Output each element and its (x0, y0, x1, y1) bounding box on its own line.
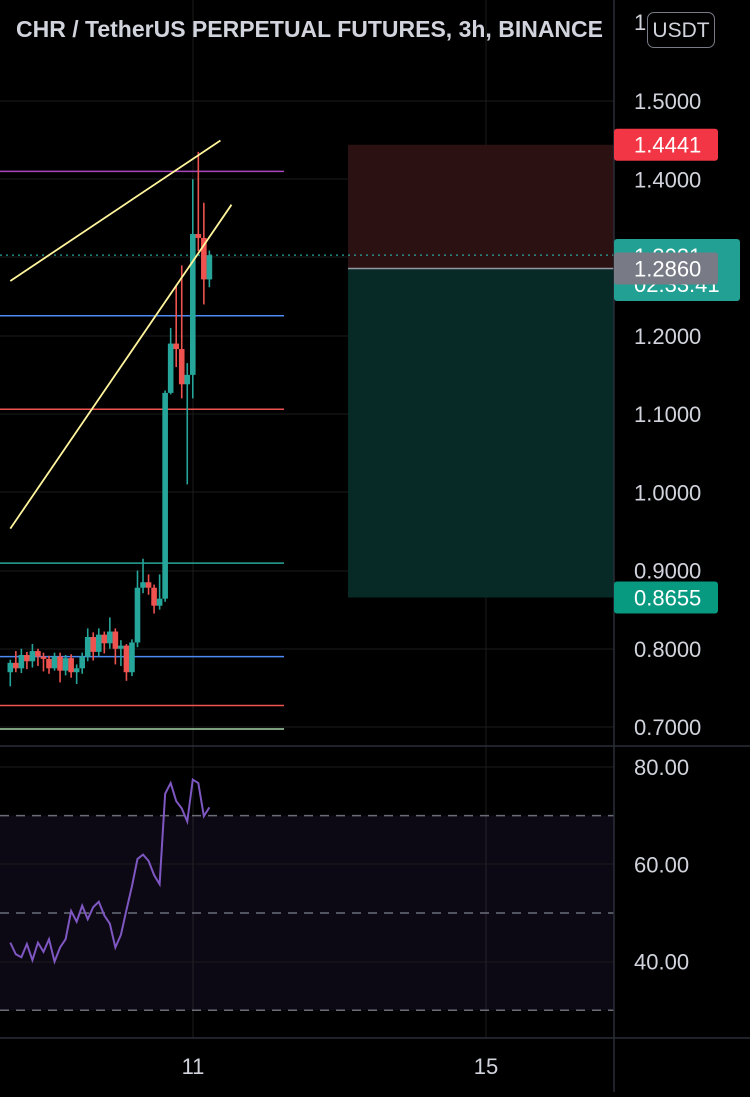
x-axis-tick-label: 11 (182, 1054, 205, 1079)
candle-body (40, 656, 47, 659)
candle-body (68, 658, 74, 673)
candle-body (79, 656, 85, 669)
y-axis-tick-label: 1.0000 (634, 480, 701, 505)
candle-body (107, 631, 113, 644)
candle-body (112, 631, 119, 649)
candle-body (101, 634, 108, 644)
candle-body (206, 255, 213, 280)
rsi-line (9, 777, 211, 965)
candle-body (173, 343, 179, 350)
candle-body (29, 651, 36, 662)
candle-body (134, 587, 141, 643)
trendline (9, 204, 233, 530)
candle-body (123, 645, 130, 673)
candle-body (167, 343, 174, 393)
candle-body (35, 651, 41, 657)
stop-loss-price-label (614, 128, 718, 161)
short-position-tool (348, 144, 614, 598)
candle-body (62, 658, 69, 671)
candle-body (184, 374, 191, 385)
candle-body (95, 634, 102, 652)
candle-body (7, 662, 14, 673)
entry-price-label-text: 1.2860 (634, 256, 701, 281)
horizontal-levels (0, 0, 614, 730)
candle-body (51, 656, 58, 669)
candle-body (129, 642, 135, 673)
candle-body (46, 658, 52, 669)
stop-loss-zone (348, 144, 614, 269)
entry-price-label (614, 252, 718, 285)
candle-body (201, 237, 207, 280)
grid (0, 0, 614, 1038)
currency-button[interactable]: USDT (647, 12, 715, 48)
rsi-series (9, 777, 211, 965)
trendline (9, 139, 221, 282)
candle-body (90, 637, 97, 652)
candle-body (57, 656, 63, 671)
candle-series (7, 151, 213, 687)
candle-body (162, 392, 168, 599)
rsi-panel (0, 766, 614, 1011)
candle-body (151, 587, 157, 606)
candle-body (118, 645, 124, 649)
trendlines (9, 139, 233, 530)
x-axis-tick-label: 15 (474, 1054, 498, 1079)
rsi-axis-tick-label: 80.00 (634, 755, 689, 780)
y-axis-tick-label: 1.4000 (634, 167, 701, 192)
candle-body (24, 655, 30, 662)
candle-body (84, 637, 91, 657)
stop-loss-price-label-text: 1.4441 (634, 133, 701, 158)
y-axis-tick-label-partial: 1 (634, 10, 646, 35)
candle-body (178, 349, 185, 385)
y-axis-tick-label: 1.1000 (634, 402, 701, 427)
candle-body (73, 668, 80, 673)
chart-title: CHR / TetherUS PERPETUAL FUTURES, 3h, BI… (16, 16, 603, 42)
candle-body (13, 662, 19, 669)
y-axis-tick-label: 0.9000 (634, 559, 701, 584)
take-profit-zone (348, 268, 614, 598)
rsi-axis-tick-label: 60.00 (634, 852, 689, 877)
candle-body (195, 234, 202, 238)
candle-body (18, 655, 25, 669)
y-axis-tick-label: 1.2000 (634, 324, 701, 349)
y-axis-tick-label: 0.7000 (634, 715, 701, 740)
take-profit-price-label (614, 581, 718, 614)
take-profit-price-label-text: 0.8655 (634, 585, 701, 610)
candle-body (156, 598, 163, 606)
y-axis-tick-label: 1.5000 (634, 89, 701, 114)
y-axis-tick-label: 0.8000 (634, 637, 701, 662)
rsi-axis-tick-label: 40.00 (634, 950, 689, 975)
candle-body (189, 234, 196, 375)
candle-body (145, 582, 152, 588)
candle-body (140, 582, 146, 588)
